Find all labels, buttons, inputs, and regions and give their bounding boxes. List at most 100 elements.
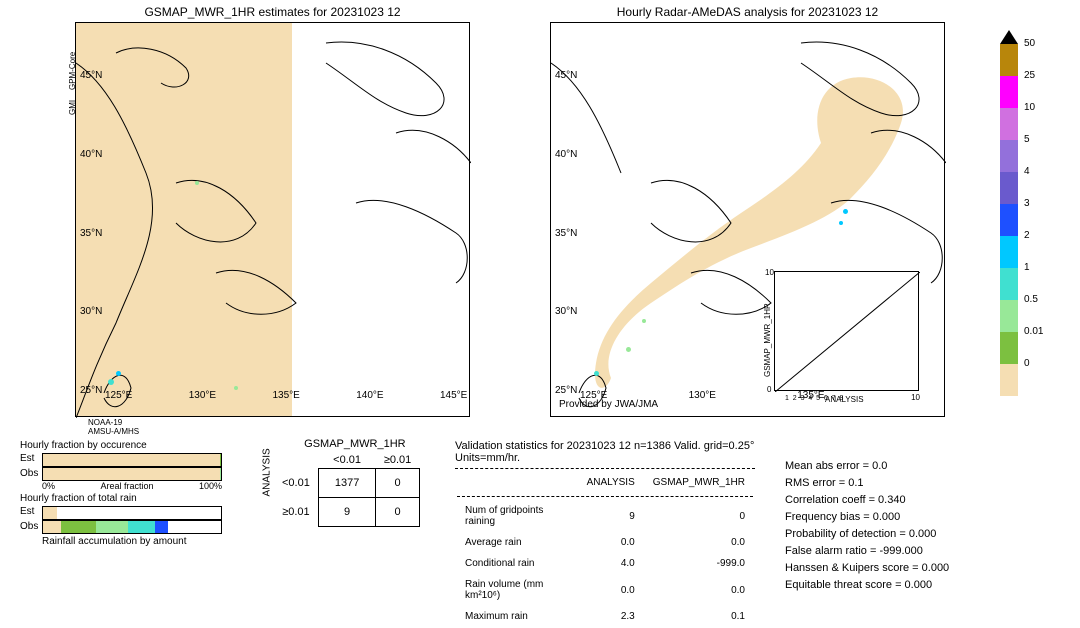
lon-label: 125°E <box>580 390 607 401</box>
colorbar-seg <box>1000 236 1018 268</box>
metric-row: Mean abs error = 0.0 <box>785 460 949 472</box>
precip-point <box>839 221 843 225</box>
map-right-box: Provided by JWA/JMA ANALYSIS GSMAP_MWR_1… <box>550 22 945 417</box>
stats-cell: 0 <box>645 501 753 531</box>
colorbar-seg <box>1000 204 1018 236</box>
colorbar-tick: 3 <box>1024 198 1030 209</box>
stats-cell: Conditional rain <box>457 554 577 573</box>
map-right-title: Hourly Radar-AMeDAS analysis for 2023102… <box>550 5 945 19</box>
precip-point <box>116 371 121 376</box>
ct-c-10: 9 <box>318 498 375 527</box>
colorbar-tick: 1 <box>1024 262 1030 273</box>
fraction-bar-obs-1 <box>42 467 222 481</box>
precip-point <box>195 181 199 185</box>
map-right-container: Hourly Radar-AMeDAS analysis for 2023102… <box>550 5 945 417</box>
colorbar-seg <box>1000 332 1018 364</box>
precip-point <box>626 347 631 352</box>
ct-title: GSMAP_MWR_1HR <box>290 438 420 450</box>
ct-rh-0: <0.01 <box>274 469 318 498</box>
contingency-section: GSMAP_MWR_1HR ANALYSIS <0.01≥0.01 <0.011… <box>260 438 420 527</box>
lat-label: 45°N <box>555 70 577 81</box>
fraction-title-2: Hourly fraction of total rain <box>20 493 230 504</box>
stats-col-header <box>457 473 577 492</box>
lat-label: 25°N <box>80 385 102 396</box>
side-label-gmi: GMI <box>68 100 77 115</box>
colorbar-tick: 2 <box>1024 230 1030 241</box>
inset-xtick-max: 10 <box>911 393 920 402</box>
inset-ytick-min: 0 <box>767 385 771 394</box>
stats-table: ANALYSISGSMAP_MWR_1HRNum of gridpoints r… <box>455 471 755 628</box>
precip-point <box>108 379 114 385</box>
colorbar-seg <box>1000 44 1018 76</box>
metric-row: RMS error = 0.1 <box>785 477 949 489</box>
fraction-seg <box>128 521 155 533</box>
stats-cell: 0.0 <box>645 533 753 552</box>
fraction-title-1: Hourly fraction by occurence <box>20 440 230 451</box>
stats-cell: 4.0 <box>579 554 643 573</box>
ct-table: <0.01≥0.01 <0.0113770 ≥0.0190 <box>274 452 420 527</box>
stats-cell: Average rain <box>457 533 577 552</box>
fraction-seg <box>43 507 57 519</box>
bottom-label-amsu: AMSU-A/MHS <box>88 427 139 436</box>
stats-title: Validation statistics for 20231023 12 n=… <box>455 440 755 464</box>
metric-row: Frequency bias = 0.000 <box>785 511 949 523</box>
colorbar-tick: 5 <box>1024 134 1030 145</box>
colorbar-seg <box>1000 108 1018 140</box>
lon-label: 130°E <box>689 390 716 401</box>
metric-row: False alarm ratio = -999.000 <box>785 545 949 557</box>
ct-c-11: 0 <box>376 498 419 527</box>
ct-ch-0: <0.01 <box>318 452 375 469</box>
fraction-seg <box>220 468 221 480</box>
fb-est-1: Est <box>20 453 34 464</box>
fraction-seg <box>155 521 167 533</box>
stats-cell: 0.0 <box>645 575 753 605</box>
axis-100: 100% <box>199 481 222 491</box>
fraction-section: Hourly fraction by occurence Est Obs 0% … <box>20 438 230 549</box>
stats-col-header: GSMAP_MWR_1HR <box>645 473 753 492</box>
colorbar-seg <box>1000 364 1018 396</box>
colorbar-seg <box>1000 172 1018 204</box>
stats-cell: 0.1 <box>645 607 753 626</box>
lon-label: 140°E <box>356 390 383 401</box>
colorbar: 502510543210.50.010 <box>1000 30 1018 396</box>
lon-label: 135°E <box>273 390 300 401</box>
stats-cell: 2.3 <box>579 607 643 626</box>
inset-ylabel: GSMAP_MWR_1HR <box>763 303 772 377</box>
fraction-bar-est-1 <box>42 453 222 467</box>
lon-label: 145°E <box>440 390 467 401</box>
ct-ch-1: ≥0.01 <box>376 452 419 469</box>
stats-cell: 9 <box>579 501 643 531</box>
lon-label: 130°E <box>189 390 216 401</box>
stats-cell: -999.0 <box>645 554 753 573</box>
metric-row: Correlation coeff = 0.340 <box>785 494 949 506</box>
ct-ylabel: ANALYSIS <box>262 483 273 497</box>
fb-est-2: Est <box>20 506 34 517</box>
axis-0: 0% <box>42 481 55 491</box>
fraction-title-3: Rainfall accumulation by amount <box>42 536 230 547</box>
fraction-seg <box>220 454 221 466</box>
inset-ytick-max: 10 <box>765 268 774 277</box>
side-label-gpm: GPM-Core <box>68 52 77 90</box>
provided-text: Provided by JWA/JMA <box>559 399 658 410</box>
ct-rh-1: ≥0.01 <box>274 498 318 527</box>
lon-label: 125°E <box>105 390 132 401</box>
stats-col-header: ANALYSIS <box>579 473 643 492</box>
fraction-seg <box>43 454 220 466</box>
fraction-bar-obs-2 <box>42 520 222 534</box>
ct-c-00: 1377 <box>318 469 375 498</box>
lat-label: 25°N <box>555 385 577 396</box>
fraction-seg <box>61 521 97 533</box>
colorbar-seg <box>1000 268 1018 300</box>
map-left-container: GSMAP_MWR_1HR estimates for 20231023 12 <box>75 5 470 417</box>
map-left-box <box>75 22 470 417</box>
fb-obs-2: Obs <box>20 521 38 532</box>
stats-cell: Maximum rain <box>457 607 577 626</box>
stats-cell: Rain volume (mm km²10⁶) <box>457 575 577 605</box>
stats-cell: 0.0 <box>579 575 643 605</box>
fraction-seg <box>43 521 61 533</box>
colorbar-tick: 0.5 <box>1024 294 1038 305</box>
colorbar-seg <box>1000 140 1018 172</box>
stats-cell: 0.0 <box>579 533 643 552</box>
fraction-bar-est-2 <box>42 506 222 520</box>
bottom-label-noaa: NOAA-19 <box>88 418 122 427</box>
